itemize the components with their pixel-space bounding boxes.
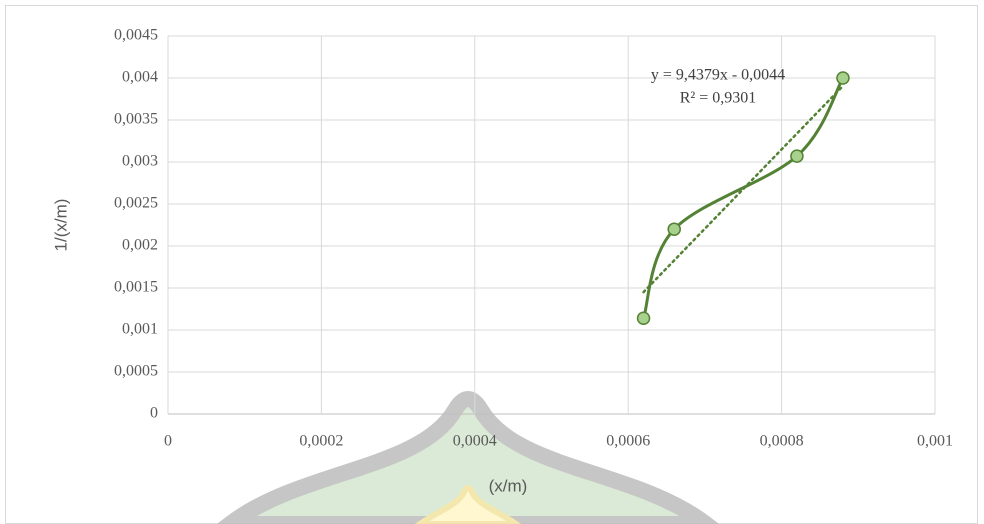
- x-tick-label: 0: [164, 433, 172, 450]
- series-line: [642, 77, 845, 319]
- x-tick-label: 0,0004: [453, 433, 497, 450]
- data-point: [636, 311, 651, 325]
- watermark-dome: [216, 391, 720, 524]
- watermark-inner: [414, 485, 522, 524]
- y-tick-label: 0,0005: [114, 363, 158, 380]
- x-tick-label: 0,0008: [760, 433, 804, 450]
- x-axis-title: (x/m): [489, 476, 528, 495]
- trendline-r2: R² = 0,9301: [680, 90, 757, 107]
- data-point: [790, 149, 804, 163]
- watermark: [216, 391, 720, 524]
- y-axis-title: 1/(x/m): [51, 199, 70, 252]
- y-tick-label: 0,002: [122, 237, 158, 254]
- y-tick-label: 0,0035: [114, 111, 158, 128]
- data-point: [836, 71, 850, 85]
- y-tick-label: 0: [150, 405, 158, 422]
- y-tick-label: 0,003: [122, 153, 158, 170]
- y-tick-label: 0,0025: [114, 195, 158, 212]
- y-tick-label: 0,001: [122, 321, 158, 338]
- x-tick-label: 0,0006: [606, 433, 650, 450]
- y-tick-label: 0,004: [122, 69, 158, 86]
- x-tick-label: 0,001: [917, 433, 953, 450]
- y-tick-label: 0,0015: [114, 279, 158, 296]
- x-tick-label: 0,0002: [299, 433, 343, 450]
- trendline-equation: y = 9,4379x - 0,0044: [651, 67, 785, 84]
- data-point: [667, 222, 681, 236]
- y-tick-label: 0,0045: [114, 27, 158, 44]
- plot-area: 0 0,0005 0,001 0,0015 0,002 0,0025 0,003 0,0035…: [114, 27, 953, 450]
